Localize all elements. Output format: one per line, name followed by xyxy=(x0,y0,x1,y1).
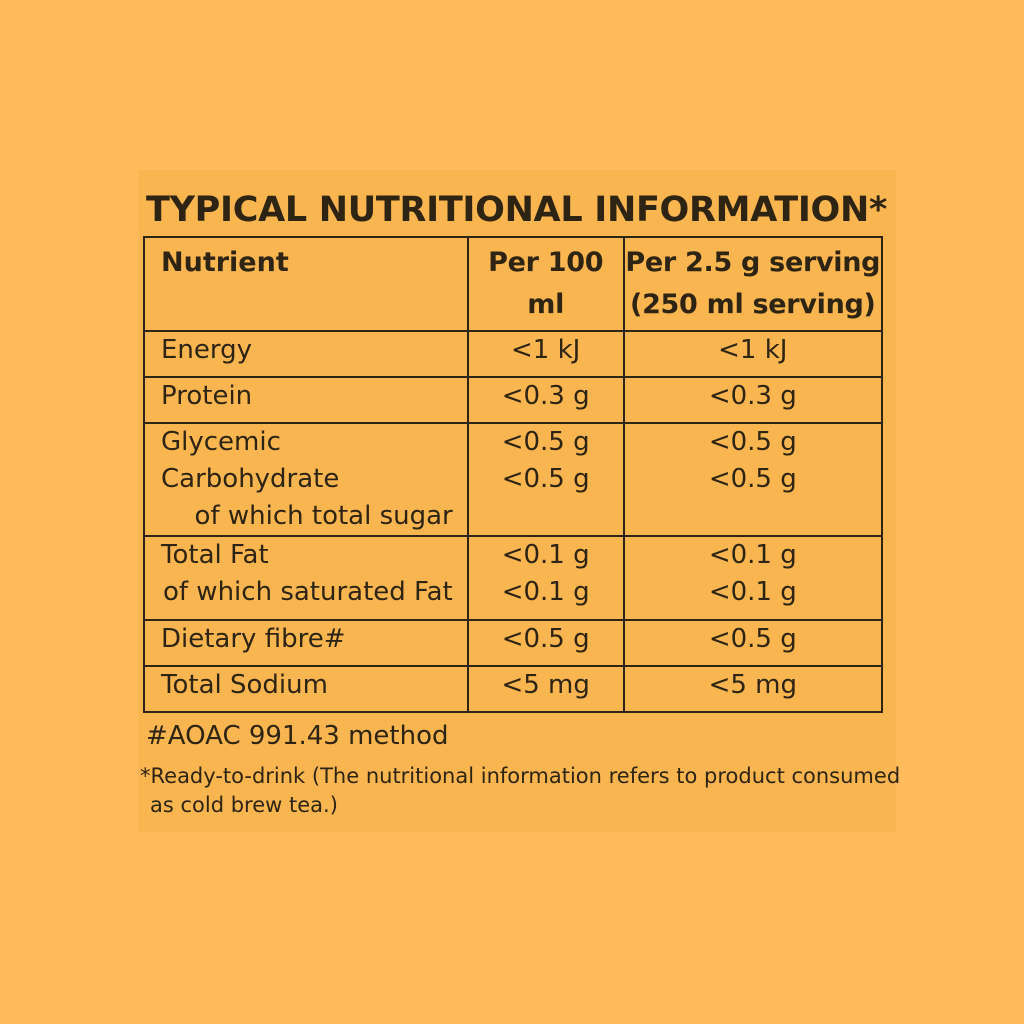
row-per-serving: <0.3 g xyxy=(622,376,884,424)
ready-footnote-line1: *Ready-to-drink (The nutritional informa… xyxy=(140,764,901,788)
row-per-100-cell: <0.5 g <0.5 g xyxy=(466,422,625,537)
header-per-100ml: Per 100 ml xyxy=(466,236,625,332)
row-per-serving: <0.1 g xyxy=(708,540,797,570)
table-row: Glycemic Carbohydrate of which total sug… xyxy=(143,422,884,537)
table-row: Energy <1 kJ <1 kJ xyxy=(143,330,884,378)
row-label: Glycemic Carbohydrate xyxy=(161,427,340,494)
header-per-serving-line1: Per 2.5 g serving xyxy=(625,247,881,278)
row-per-serving: <0.5 g xyxy=(708,427,797,457)
row-per-100: <0.5 g xyxy=(466,619,625,667)
row-per-100-cell: <0.1 g <0.1 g xyxy=(466,535,625,621)
row-per-serving-cell: <0.1 g <0.1 g xyxy=(622,535,884,621)
row-label: Total Sodium xyxy=(143,665,469,713)
row-per-serving: <1 kJ xyxy=(622,330,884,378)
row-per-100: <0.1 g xyxy=(501,540,590,570)
header-per-serving-line2: (250 ml serving) xyxy=(630,289,876,320)
row-sub-label: of which saturated Fat xyxy=(162,577,453,607)
ready-to-drink-footnote: *Ready-to-drink (The nutritional informa… xyxy=(140,762,901,820)
table-row: Dietary fibre# <0.5 g <0.5 g xyxy=(143,619,884,667)
ready-footnote-line2: as cold brew tea.) xyxy=(150,793,338,817)
row-per-100: <0.5 g xyxy=(501,427,590,457)
row-sub-per-100: <0.1 g xyxy=(501,577,590,607)
row-sub-label: of which total sugar xyxy=(194,501,453,531)
nutrition-title: TYPICAL NUTRITIONAL INFORMATION* xyxy=(146,190,888,230)
row-label: Energy xyxy=(143,330,469,378)
row-per-serving: <0.5 g xyxy=(622,619,884,667)
row-label: Dietary fibre# xyxy=(143,619,469,667)
row-label-cell: Total Fat of which saturated Fat xyxy=(143,535,469,621)
table-row: Total Sodium <5 mg <5 mg xyxy=(143,665,884,713)
row-sub-per-serving: <0.1 g xyxy=(708,577,797,607)
table-row: Total Fat of which saturated Fat <0.1 g … xyxy=(143,535,884,621)
table-row: Protein <0.3 g <0.3 g xyxy=(143,376,884,424)
nutrition-table: Nutrient Per 100 ml Per 2.5 g serving (2… xyxy=(143,236,884,713)
row-label: Total Fat xyxy=(161,540,269,570)
row-per-serving-cell: <0.5 g <0.5 g xyxy=(622,422,884,537)
row-label: Protein xyxy=(143,376,469,424)
row-sub-per-serving: <0.5 g xyxy=(708,464,797,494)
row-per-serving: <5 mg xyxy=(622,665,884,713)
table-header-row: Nutrient Per 100 ml Per 2.5 g serving (2… xyxy=(143,236,884,332)
header-per-serving: Per 2.5 g serving (250 ml serving) xyxy=(622,236,884,332)
row-per-100: <0.3 g xyxy=(466,376,625,424)
row-per-100: <1 kJ xyxy=(466,330,625,378)
header-nutrient: Nutrient xyxy=(143,236,469,332)
row-per-100: <5 mg xyxy=(466,665,625,713)
method-footnote: #AOAC 991.43 method xyxy=(146,721,449,751)
row-sub-per-100: <0.5 g xyxy=(501,464,590,494)
row-label-cell: Glycemic Carbohydrate of which total sug… xyxy=(143,422,469,537)
